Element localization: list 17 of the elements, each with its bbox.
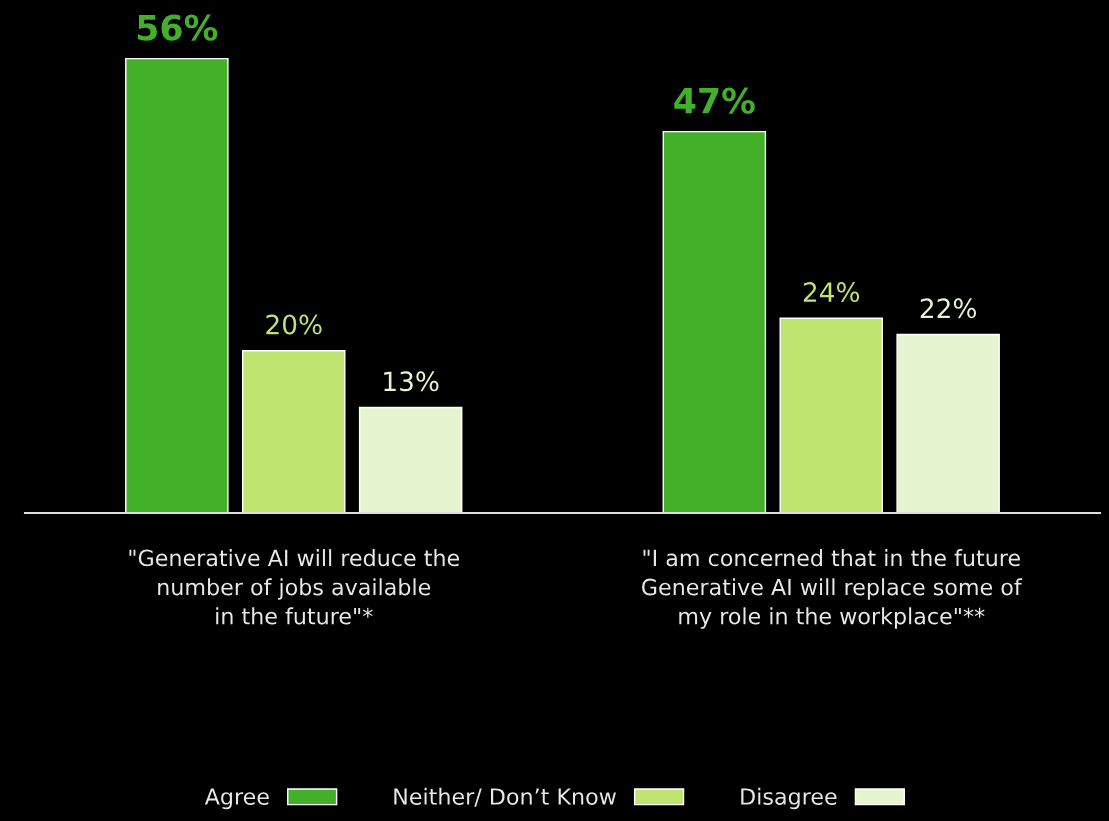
bar bbox=[358, 406, 463, 513]
data-label: 22% bbox=[920, 298, 977, 319]
data-label: 24% bbox=[803, 282, 860, 303]
data-label: 56% bbox=[137, 14, 218, 41]
bar bbox=[896, 333, 1000, 513]
x-tick-label: "Generative AI will reduce the number of jobs available in the future"* bbox=[129, 549, 460, 625]
bar bbox=[779, 317, 884, 513]
bar bbox=[241, 350, 346, 513]
data-label: 47% bbox=[674, 87, 755, 114]
bar bbox=[662, 130, 767, 513]
legend-label: Disagree bbox=[741, 787, 837, 810]
legend-label: Neither/ Don’t Know bbox=[394, 787, 616, 807]
bar bbox=[125, 57, 229, 513]
data-label: 13% bbox=[384, 371, 439, 392]
legend-label: Agree bbox=[204, 788, 269, 810]
x-tick-label: "I am concerned that in the future Generative AI will replace some of my role in the workplace"** bbox=[642, 549, 1023, 629]
data-label: 20% bbox=[266, 314, 322, 335]
